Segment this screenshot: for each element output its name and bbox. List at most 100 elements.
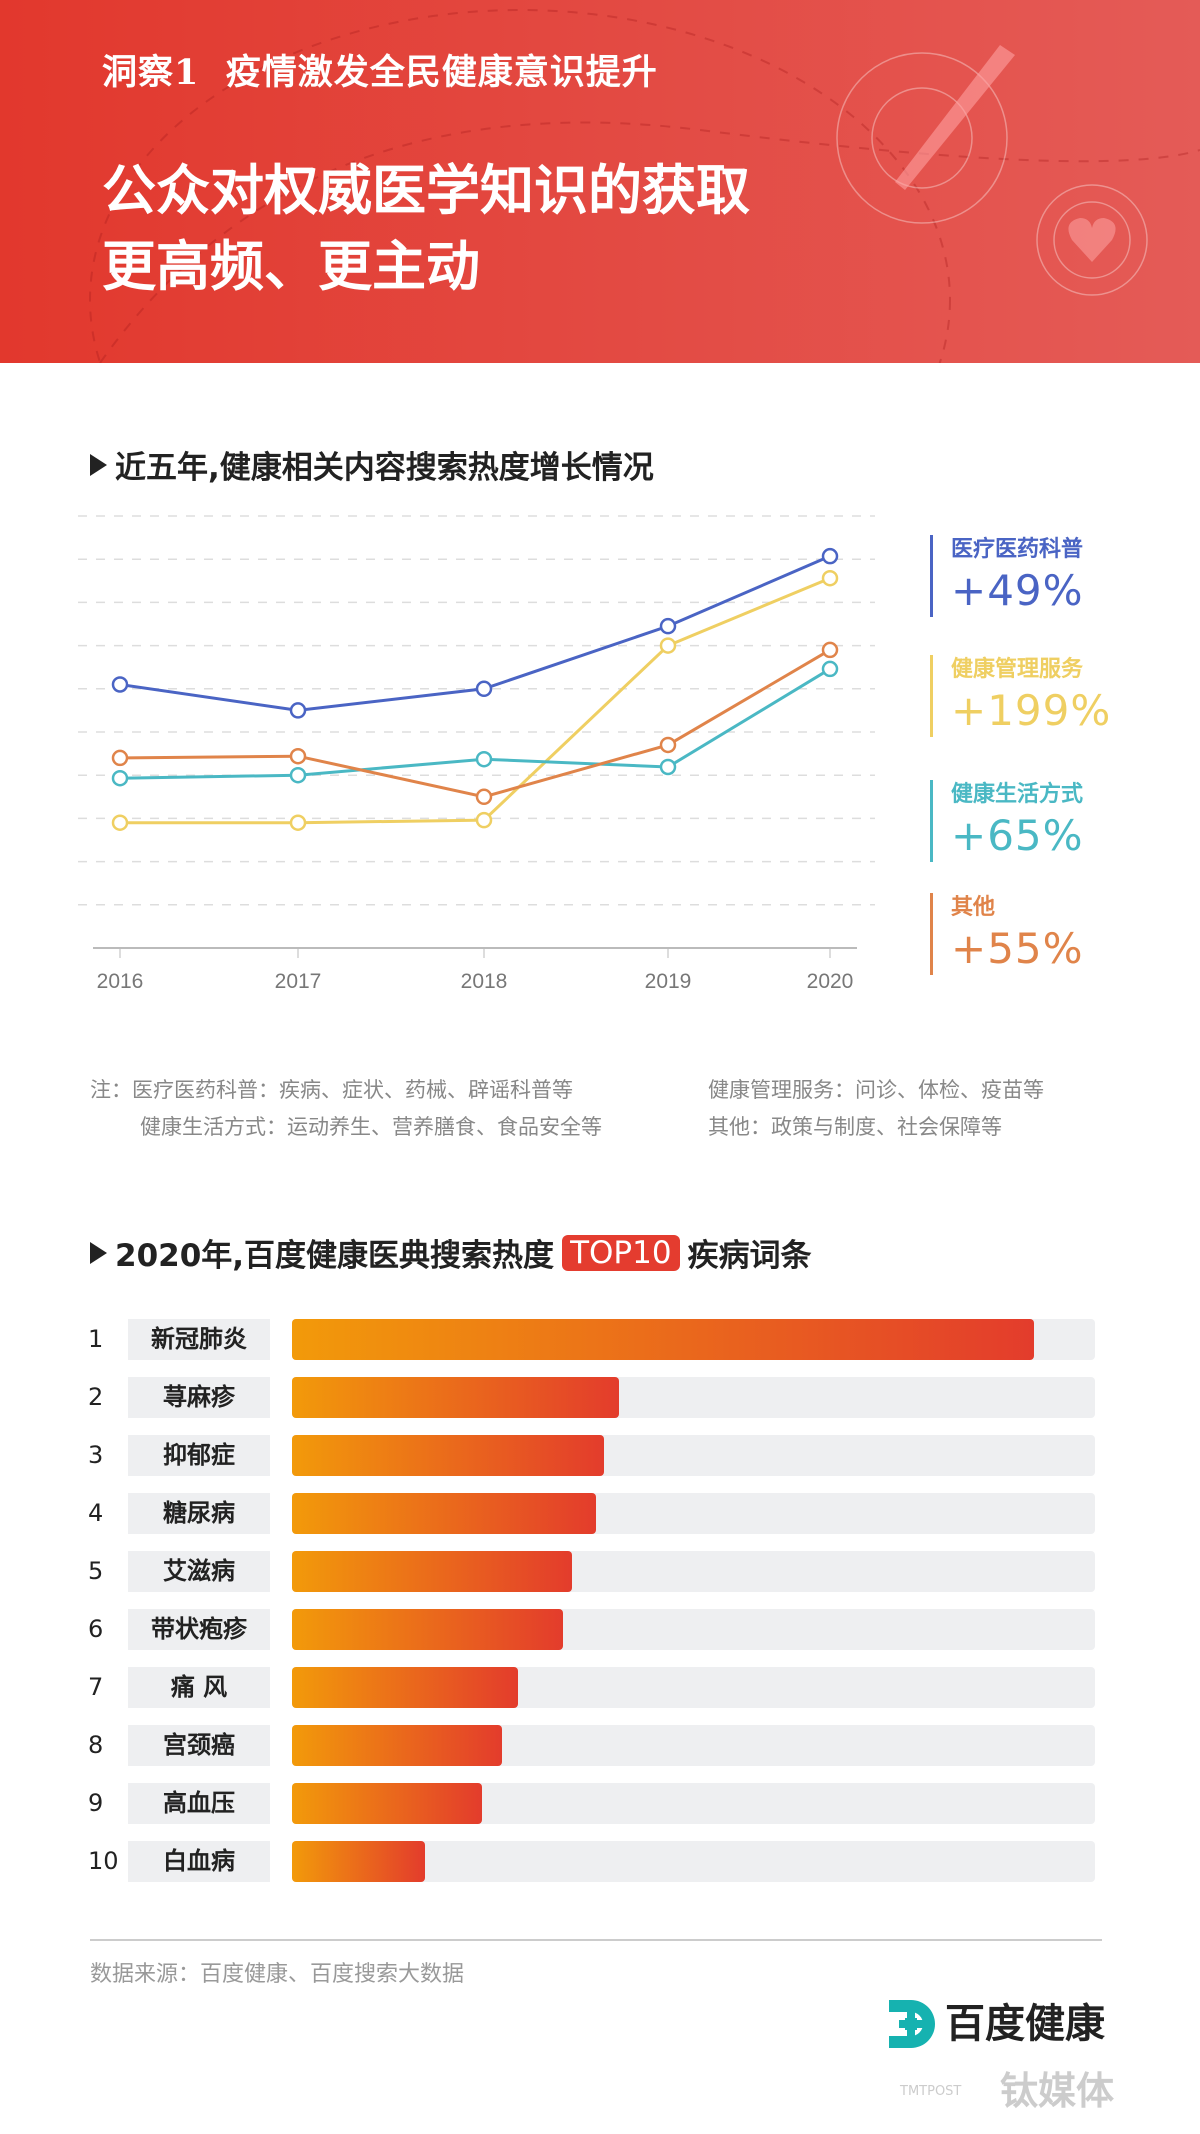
- data-point: [659, 637, 677, 654]
- disease-label: 痛 风: [128, 1667, 270, 1708]
- disease-label: 白血病: [128, 1841, 270, 1882]
- rank-number: 10: [88, 1847, 119, 1875]
- legend-growth: +55%: [951, 924, 1084, 973]
- section-title-suffix: 疾病词条: [687, 1238, 812, 1274]
- bar-row: 8 宫颈癌: [0, 1725, 1200, 1766]
- main-title-line2: 更高频、更主动: [102, 234, 480, 298]
- divider: [90, 1939, 1102, 1941]
- legend-item: 健康管理服务 +199%: [930, 655, 1111, 737]
- triangle-bullet-icon: [90, 1241, 107, 1264]
- note-2b: 其他：政策与制度、社会保障等: [708, 1115, 1002, 1139]
- decorative-pattern: [89, 9, 1200, 363]
- data-point: [659, 758, 677, 776]
- x-tick-label: 2019: [645, 970, 692, 993]
- bar-fill: [292, 1667, 518, 1708]
- top10-badge: TOP10: [562, 1234, 680, 1271]
- header-banner: 洞察1 疫情激发全民健康意识提升 公众对权威医学知识的获取 更高频、更主动: [0, 0, 1200, 363]
- bar-track: [292, 1667, 1095, 1708]
- bar-row: 1 新冠肺炎: [0, 1319, 1200, 1360]
- baidu-health-logo: 百度健康: [885, 1996, 1105, 2052]
- data-point: [821, 660, 839, 678]
- bar-fill: [292, 1783, 482, 1824]
- section-heading-trend: 近五年,健康相关内容搜索热度增长情况: [90, 442, 654, 487]
- health-cross-logo-icon: [889, 2000, 935, 2048]
- bar-track: [292, 1609, 1095, 1650]
- section-title-prefix: 2020年,百度健康医典搜索热度: [115, 1238, 555, 1274]
- bar-track: [292, 1435, 1095, 1476]
- rank-number: 7: [88, 1673, 104, 1701]
- note-2a: 健康生活方式：运动养生、营养膳食、食品安全等: [140, 1115, 602, 1139]
- rank-number: 2: [88, 1383, 104, 1411]
- data-point: [659, 617, 677, 635]
- disease-label: 高血压: [128, 1783, 270, 1824]
- disease-label: 抑郁症: [128, 1435, 270, 1476]
- bar-fill: [292, 1551, 573, 1592]
- legend-item: 医疗医药科普 +49%: [930, 535, 1084, 617]
- disease-label: 糖尿病: [128, 1493, 270, 1534]
- data-point: [475, 680, 493, 698]
- bar-row: 10 白血病: [0, 1841, 1200, 1882]
- bar-fill: [292, 1493, 596, 1534]
- bar-fill: [292, 1609, 563, 1650]
- bar-row: 5 艾滋病: [0, 1551, 1200, 1592]
- disease-label: 艾滋病: [128, 1551, 270, 1592]
- legend-item: 健康生活方式 +65%: [930, 780, 1084, 862]
- data-point: [111, 749, 129, 767]
- data-point: [475, 811, 493, 829]
- bar-track: [292, 1493, 1095, 1534]
- legend-name: 其他: [951, 895, 996, 920]
- thermometer-icon: [895, 45, 1015, 190]
- data-point: [289, 747, 307, 765]
- section-title: 近五年,健康相关内容搜索热度增长情况: [115, 450, 654, 486]
- line-chart: 2016 2017 2018 2019 2020: [78, 515, 875, 993]
- disease-label: 新冠肺炎: [128, 1319, 270, 1360]
- data-source: 数据来源：百度健康、百度搜索大数据: [90, 1962, 465, 1987]
- data-point: [821, 547, 839, 565]
- bar-row: 9 高血压: [0, 1783, 1200, 1824]
- legend-name: 健康生活方式: [951, 782, 1084, 807]
- x-tick-label: 2017: [275, 970, 322, 993]
- disease-label: 宫颈癌: [128, 1725, 270, 1766]
- data-point: [475, 750, 493, 768]
- data-point: [659, 736, 677, 754]
- rank-number: 6: [88, 1615, 104, 1643]
- bar-fill: [292, 1319, 1034, 1360]
- series-line: [119, 554, 831, 712]
- triangle-bullet-icon: [90, 453, 107, 476]
- data-point: [289, 766, 307, 784]
- legend-name: 健康管理服务: [951, 657, 1084, 682]
- rank-number: 4: [88, 1499, 104, 1527]
- heart-icon: [1068, 218, 1116, 262]
- bar-track: [292, 1377, 1095, 1418]
- bar-fill: [292, 1725, 502, 1766]
- series-line: [119, 667, 831, 780]
- legend-growth: +65%: [951, 811, 1084, 860]
- disease-label: 荨麻疹: [128, 1377, 270, 1418]
- bar-row: 2 荨麻疹: [0, 1377, 1200, 1418]
- legend-name: 医疗医药科普: [951, 537, 1084, 562]
- legend-item: 其他 +55%: [930, 893, 1084, 975]
- section-heading-top10: 2020年,百度健康医典搜索热度 TOP10 疾病词条: [90, 1230, 812, 1275]
- main-title: 公众对权威医学知识的获取 更高频、更主动: [102, 152, 1002, 304]
- data-point: [111, 769, 129, 787]
- watermark-en: TMTPOST: [900, 2084, 962, 2099]
- data-point: [475, 788, 493, 806]
- x-tick-label: 2018: [461, 970, 508, 993]
- main-title-line1: 公众对权威医学知识的获取: [102, 158, 750, 222]
- data-point: [289, 702, 307, 719]
- bar-row: 3 抑郁症: [0, 1435, 1200, 1476]
- rank-number: 8: [88, 1731, 104, 1759]
- bar-track: [292, 1841, 1095, 1882]
- watermark: 钛媒体: [1000, 2069, 1115, 2113]
- bar-row: 7 痛 风: [0, 1667, 1200, 1708]
- disease-label: 带状疱疹: [128, 1609, 270, 1650]
- legend-growth: +199%: [951, 686, 1112, 735]
- x-tick-label: 2020: [807, 970, 854, 993]
- bar-fill: [292, 1435, 604, 1476]
- bar-track: [292, 1725, 1095, 1766]
- bar-track: [292, 1551, 1095, 1592]
- note-1b: 健康管理服务：问诊、体检、疫苗等: [708, 1078, 1044, 1102]
- data-point: [821, 569, 839, 587]
- rank-number: 9: [88, 1789, 104, 1817]
- rank-number: 1: [88, 1325, 104, 1353]
